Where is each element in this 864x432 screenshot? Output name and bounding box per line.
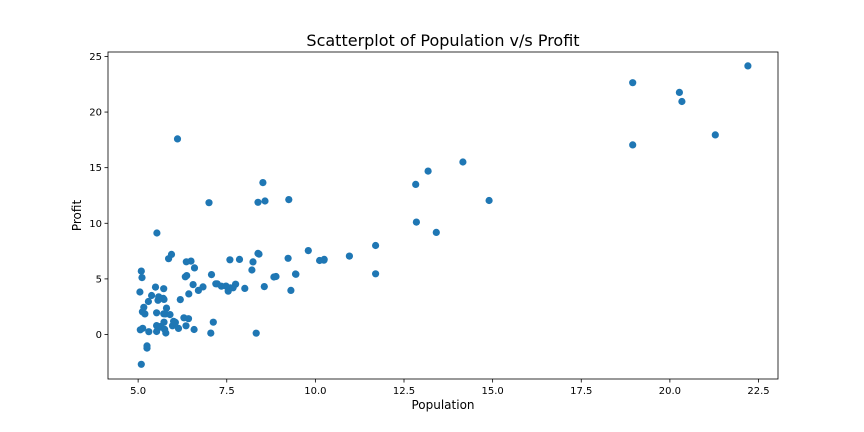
data-point-32 [285, 196, 293, 204]
x-tick-label: 10.0 [304, 386, 326, 397]
data-point-29 [744, 62, 752, 70]
data-point-23 [181, 273, 189, 281]
data-point-102 [316, 256, 324, 265]
data-point-63 [143, 342, 151, 350]
data-point-37 [155, 293, 163, 301]
data-point-26 [412, 180, 420, 188]
y-tick-label: 5 [96, 274, 102, 285]
data-point-57 [287, 286, 295, 294]
y-tick-label: 15 [89, 163, 102, 174]
data-point-11 [459, 158, 467, 166]
data-point-79 [153, 327, 161, 336]
data-point-43 [162, 304, 171, 312]
data-point-52 [485, 196, 493, 205]
data-point-80 [138, 274, 146, 282]
data-point-0 [173, 135, 182, 143]
data-point-27 [345, 252, 353, 260]
data-point-34 [182, 258, 190, 266]
y-tick-label: 10 [89, 219, 102, 230]
data-point-73 [209, 318, 217, 326]
data-point-9 [136, 288, 144, 296]
data-point-75 [167, 250, 176, 258]
x-axis: 5.0 7.5 10.0 12.5 15.0 17.5 20.0 22.5 [130, 379, 770, 397]
data-point-21 [675, 88, 684, 96]
y-tick-label: 25 [89, 52, 102, 63]
data-point-19 [207, 271, 216, 279]
data-point-88 [153, 322, 161, 330]
data-point-67 [182, 322, 190, 330]
data-point-85 [226, 256, 234, 264]
data-point-2 [259, 179, 267, 187]
data-point-20 [176, 296, 184, 304]
data-point-64 [166, 311, 174, 319]
data-point-49 [372, 241, 380, 250]
data-point-54 [174, 324, 183, 332]
x-tick-label: 20.0 [659, 386, 681, 397]
data-point-22 [151, 283, 160, 291]
data-point-58 [292, 270, 300, 278]
data-point-98 [629, 141, 637, 149]
x-tick-label: 17.5 [570, 386, 592, 397]
plot-frame [107, 51, 779, 380]
data-point-5 [254, 198, 262, 206]
data-point-91 [284, 254, 292, 262]
data-point-78 [145, 328, 153, 336]
data-point-77 [137, 267, 145, 275]
points-layer [136, 62, 752, 368]
data-point-68 [180, 314, 188, 322]
data-point-46 [136, 326, 144, 334]
data-point-71 [432, 228, 440, 236]
data-point-95 [194, 286, 202, 294]
data-point-99 [711, 131, 719, 139]
data-point-7 [261, 197, 269, 205]
data-point-101 [248, 266, 256, 274]
data-point-74 [217, 282, 225, 290]
data-point-76 [272, 272, 280, 281]
x-tick-label: 7.5 [219, 386, 235, 397]
data-point-40 [254, 249, 262, 257]
x-tick-label: 22.5 [747, 386, 769, 397]
data-point-31 [190, 264, 199, 272]
data-point-18 [185, 290, 193, 298]
data-point-70 [160, 318, 168, 326]
data-point-53 [137, 360, 145, 368]
data-point-97 [241, 284, 249, 292]
y-axis: 0 5 10 15 20 25 [89, 52, 108, 341]
data-point-50 [153, 309, 161, 317]
data-point-36 [160, 285, 168, 293]
x-tick-label: 15.0 [481, 386, 503, 397]
data-point-103 [190, 325, 198, 334]
data-point-42 [207, 329, 215, 337]
y-tick-label: 20 [89, 108, 102, 119]
data-point-60 [235, 255, 244, 263]
data-point-15 [148, 291, 156, 300]
data-point-72 [140, 303, 148, 311]
x-axis-label: Population [411, 398, 474, 412]
data-point-93 [171, 318, 179, 326]
data-point-1 [153, 229, 161, 237]
data-point-25 [629, 79, 637, 87]
data-point-28 [424, 167, 432, 175]
data-point-69 [161, 325, 169, 333]
data-point-83 [412, 218, 420, 226]
data-point-47 [260, 283, 268, 291]
data-point-51 [372, 270, 380, 278]
data-point-62 [189, 281, 197, 289]
data-point-3 [205, 199, 213, 207]
x-tick-label: 5.0 [130, 386, 146, 397]
data-point-65 [144, 297, 152, 306]
data-point-100 [678, 97, 686, 106]
chart-title: Scatterplot of Population v/s Profit [306, 31, 579, 50]
data-point-86 [249, 258, 257, 266]
data-point-96 [229, 284, 237, 292]
x-tick-label: 12.5 [393, 386, 415, 397]
y-axis-label: Profit [70, 200, 84, 232]
y-tick-label: 0 [96, 330, 102, 341]
data-point-82 [304, 247, 312, 255]
data-point-92 [252, 329, 260, 337]
